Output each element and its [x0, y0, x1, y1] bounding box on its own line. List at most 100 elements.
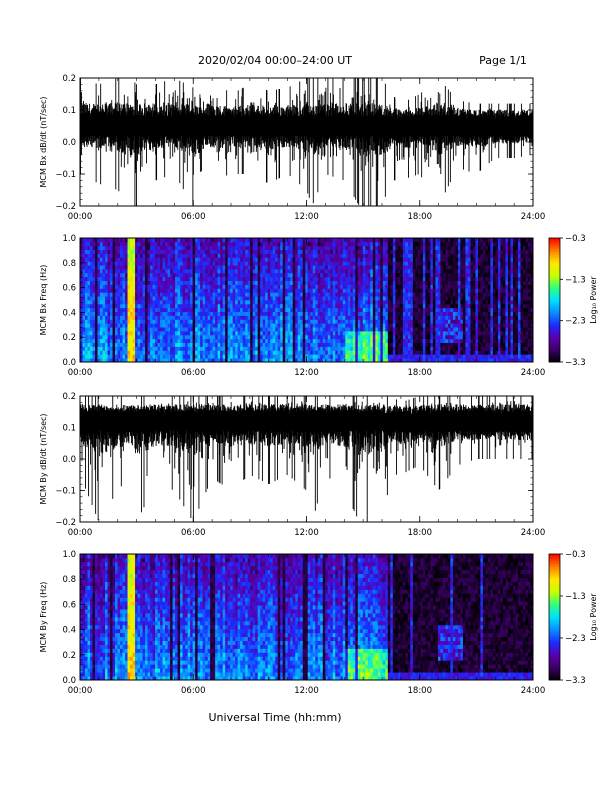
y-tick-label: 0.4	[62, 308, 76, 318]
colorbar-cell	[549, 312, 560, 315]
colorbar-cell	[549, 328, 560, 332]
colorbar-cell	[549, 310, 560, 313]
y-tick-label: 0.0	[62, 676, 76, 686]
colorbar-cell	[549, 331, 560, 334]
x-tick-label: 06:00	[181, 368, 206, 378]
y-axis-label: MCM By Freq (Hz)	[39, 582, 48, 653]
x-tick-label: 18:00	[408, 368, 433, 378]
colorbar-tick-label: −2.3	[565, 634, 586, 644]
colorbar-tick-label: −1.3	[565, 592, 586, 602]
colorbar-cell	[549, 337, 560, 340]
colorbar-cell	[549, 359, 560, 363]
colorbar-cell	[549, 656, 560, 660]
colorbar-cell	[549, 558, 560, 561]
colorbar-cell	[549, 240, 560, 243]
colorbar-cell	[549, 667, 560, 670]
dbdt-path	[80, 78, 533, 206]
colorbar-tick-label: −1.3	[565, 275, 586, 285]
y-tick-label: 0.0	[62, 138, 76, 148]
colorbar-cell	[549, 604, 560, 607]
y-tick-label: 0.1	[62, 106, 76, 116]
y-tick-label: 0.2	[62, 74, 76, 84]
spectrogram	[80, 238, 533, 362]
colorbar-cell	[549, 629, 560, 633]
colorbar-cell	[549, 238, 560, 241]
colorbar-cell	[549, 252, 560, 255]
colorbar-cell	[549, 244, 560, 247]
colorbar-cell	[549, 623, 560, 626]
x-tick-label: 00:00	[68, 686, 93, 696]
x-tick-label: 24:00	[521, 528, 546, 538]
colorbar-cell	[549, 566, 560, 570]
colorbar-cell	[549, 579, 560, 582]
colorbar-cell	[549, 297, 560, 301]
colorbar-cell	[549, 646, 560, 649]
panels: −0.2 −0.1 0.0 0.1 0.2 MCM Bx dB/dt (nT/sec) 00…	[39, 74, 598, 696]
x-tick-label: 00:00	[68, 212, 93, 222]
colorbar-cell	[549, 577, 560, 580]
y-tick-label: −0.2	[55, 202, 76, 212]
colorbar-cell	[549, 293, 560, 297]
x-tick-label: 12:00	[294, 528, 319, 538]
colorbar-cell	[549, 675, 560, 679]
y-tick-label: 0.0	[62, 455, 76, 465]
x-tick-label: 24:00	[521, 686, 546, 696]
colorbar-cell	[549, 648, 560, 651]
y-axis-label: MCM Bx Freq (Hz)	[39, 265, 48, 336]
colorbar-cell	[549, 654, 560, 658]
colorbar-cell	[549, 642, 560, 645]
colorbar-cell	[549, 281, 560, 284]
colorbar-cell	[549, 583, 560, 586]
x-tick-label: 24:00	[521, 212, 546, 222]
colorbar-cell	[549, 608, 560, 612]
colorbar-cell	[549, 277, 560, 280]
colorbar-cell	[549, 631, 560, 635]
colorbar-cell	[549, 242, 560, 245]
colorbar-cell	[549, 250, 560, 253]
colorbar-cell	[549, 355, 560, 359]
colorbar-cell	[549, 621, 560, 624]
colorbar-label: Log₁₀ Power	[589, 593, 598, 641]
colorbar-cell	[549, 572, 560, 576]
colorbar-cell	[549, 353, 560, 357]
colorbar-cell	[549, 652, 560, 656]
colorbar-cell	[549, 663, 560, 666]
y-tick-label: 0.2	[62, 392, 76, 402]
y-axis-label: MCM Bx dB/dt (nT/sec)	[39, 96, 48, 187]
colorbar-cell	[549, 357, 560, 361]
dbdt-trace	[80, 396, 533, 522]
dbdt-trace	[80, 78, 533, 206]
x-tick-label: 12:00	[294, 686, 319, 696]
colorbar-cell	[549, 349, 560, 353]
colorbar-cell	[549, 669, 560, 672]
x-tick-label: 12:00	[294, 212, 319, 222]
colorbar-cell	[549, 260, 560, 264]
y-tick-label: 0.2	[62, 333, 76, 343]
colorbar-cell	[549, 593, 560, 597]
colorbar-cell	[549, 254, 560, 257]
colorbar-cell	[549, 275, 560, 278]
dbdt-path	[80, 396, 533, 522]
colorbar-cell	[549, 302, 560, 305]
colorbar-cell	[549, 570, 560, 574]
colorbar-cell	[549, 606, 560, 609]
colorbar-cell	[549, 625, 560, 628]
colorbar-cell	[549, 575, 560, 578]
y-tick-label: 1.0	[62, 234, 76, 244]
colorbar-cell	[549, 614, 560, 618]
colorbar-cell	[549, 324, 560, 328]
y-tick-label: 0.2	[62, 651, 76, 661]
colorbar-cell	[549, 266, 560, 270]
colorbar-cell	[549, 351, 560, 355]
page-indicator: Page 1/1	[479, 54, 527, 67]
colorbar-cell	[549, 308, 560, 311]
colorbar-cell	[549, 562, 560, 565]
colorbar-cell	[549, 333, 560, 336]
colorbar-label: Log₁₀ Power	[589, 276, 598, 324]
colorbar-cell	[549, 343, 560, 346]
colorbar-tick-label: −2.3	[565, 317, 586, 327]
x-tick-label: 18:00	[408, 212, 433, 222]
colorbar-cell	[549, 598, 560, 601]
colorbar-cell	[549, 633, 560, 637]
